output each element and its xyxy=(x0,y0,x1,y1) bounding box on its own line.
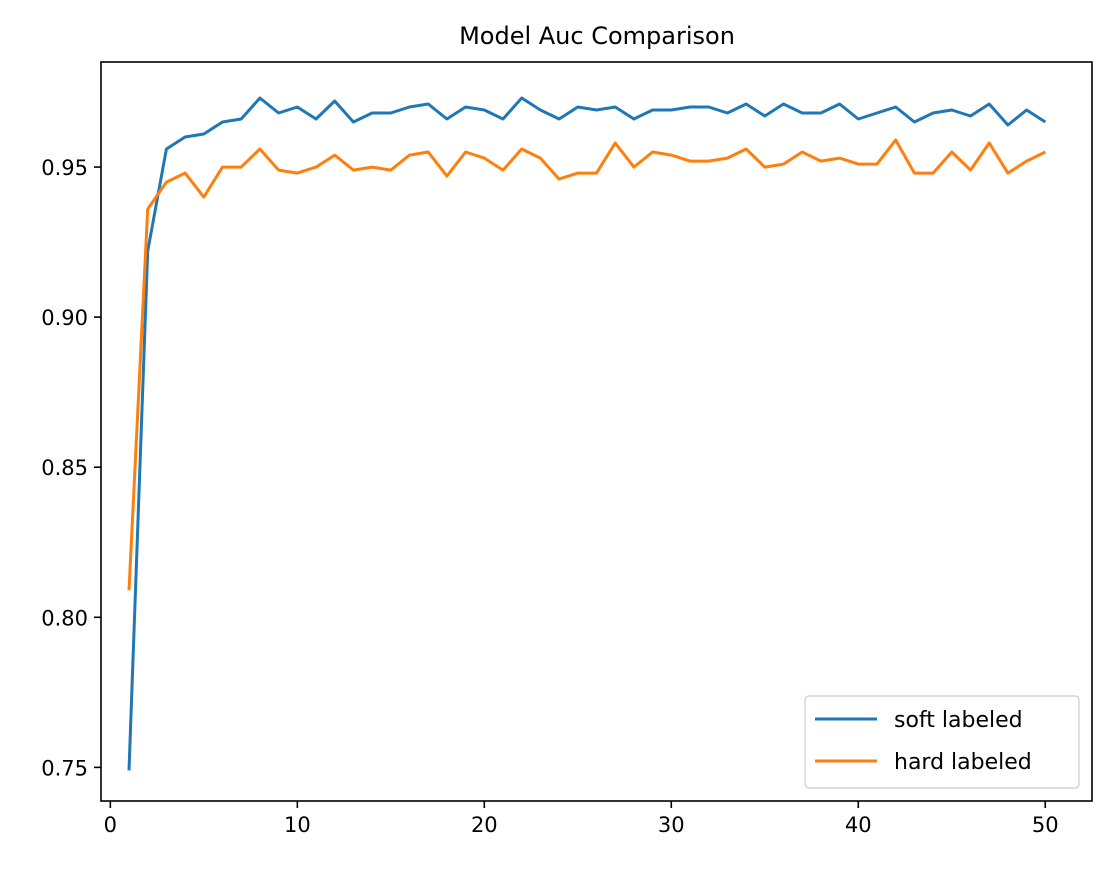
y-tick-label: 0.85 xyxy=(41,456,88,480)
plot-frame xyxy=(100,61,1093,802)
x-tick-label: 10 xyxy=(284,813,311,837)
series-line-hard-labeled xyxy=(127,138,1046,591)
chart-title: Model Auc Comparison xyxy=(459,22,735,50)
legend-label-soft: soft labeled xyxy=(894,708,1023,733)
y-axis-ticks: 0.75 0.80 0.85 0.90 0.95 xyxy=(41,156,101,780)
plot-lines xyxy=(127,96,1047,771)
legend-label-hard: hard labeled xyxy=(894,750,1032,775)
x-tick-label: 20 xyxy=(471,813,498,837)
legend: soft labeled hard labeled xyxy=(804,695,1080,789)
x-tick-label: 0 xyxy=(104,813,117,837)
x-tick-label: 40 xyxy=(845,813,872,837)
x-tick-label: 50 xyxy=(1032,813,1059,837)
y-tick-label: 0.90 xyxy=(41,306,88,330)
x-axis-ticks: 0 10 20 30 40 50 xyxy=(104,801,1059,837)
y-tick-label: 0.75 xyxy=(41,756,88,780)
y-tick-label: 0.80 xyxy=(41,606,88,630)
y-tick-label: 0.95 xyxy=(41,156,88,180)
series-line-soft-labeled xyxy=(127,96,1047,771)
x-tick-label: 30 xyxy=(658,813,685,837)
